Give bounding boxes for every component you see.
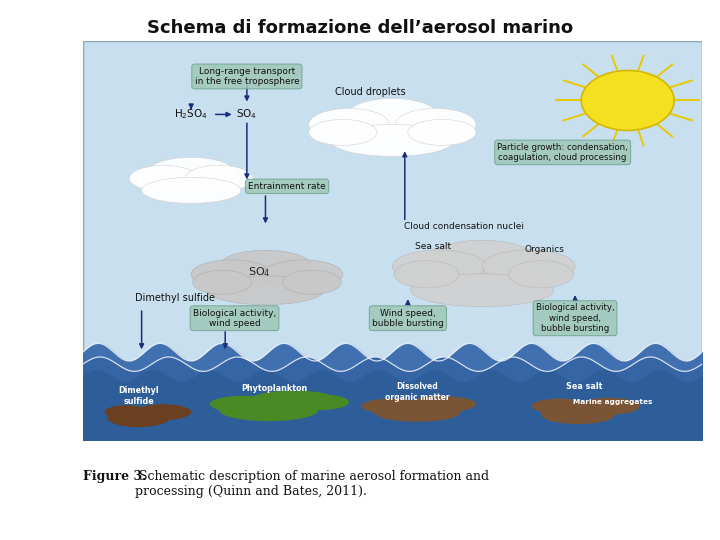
Text: Particle growth: condensation,
coagulation, cloud processing: Particle growth: condensation, coagulati… xyxy=(498,143,628,162)
Ellipse shape xyxy=(207,276,324,305)
Ellipse shape xyxy=(482,250,575,282)
Ellipse shape xyxy=(578,398,640,415)
Ellipse shape xyxy=(411,274,554,307)
Ellipse shape xyxy=(430,240,535,276)
Ellipse shape xyxy=(210,396,278,413)
Text: SO$_4$: SO$_4$ xyxy=(236,107,258,122)
Text: Organics: Organics xyxy=(524,245,564,254)
Ellipse shape xyxy=(219,251,312,282)
Ellipse shape xyxy=(361,399,423,414)
Text: H$_2$SO$_4$: H$_2$SO$_4$ xyxy=(174,107,208,122)
Ellipse shape xyxy=(541,404,616,424)
Text: Dimethyl sulfide: Dimethyl sulfide xyxy=(135,293,215,303)
Text: Marine aggregates: Marine aggregates xyxy=(572,399,652,405)
Text: Long-range transport
in the free troposphere: Long-range transport in the free troposp… xyxy=(194,67,300,86)
Text: Cloud droplets: Cloud droplets xyxy=(336,87,406,97)
FancyBboxPatch shape xyxy=(83,372,702,440)
Ellipse shape xyxy=(250,390,337,410)
Text: Phytoplankton: Phytoplankton xyxy=(242,383,308,393)
Ellipse shape xyxy=(262,260,343,289)
Ellipse shape xyxy=(309,119,377,145)
Ellipse shape xyxy=(374,402,461,422)
Text: Schematic description of marine aerosol formation and
processing (Quinn and Bate: Schematic description of marine aerosol … xyxy=(135,470,489,498)
Text: Entrainment rate: Entrainment rate xyxy=(248,182,326,191)
Text: Schema di formazione dell’aerosol marino: Schema di formazione dell’aerosol marino xyxy=(147,19,573,37)
Text: Wind speed,
bubble bursting: Wind speed, bubble bursting xyxy=(372,308,444,328)
FancyBboxPatch shape xyxy=(83,40,702,440)
Ellipse shape xyxy=(346,98,439,134)
Ellipse shape xyxy=(104,405,148,419)
Text: Biological activity,
wind speed,
bubble bursting: Biological activity, wind speed, bubble … xyxy=(536,303,614,333)
Text: SO$_4$: SO$_4$ xyxy=(248,265,271,279)
Text: Sea salt: Sea salt xyxy=(566,382,603,390)
Ellipse shape xyxy=(192,260,271,289)
Text: Figure 3.: Figure 3. xyxy=(83,470,146,483)
Circle shape xyxy=(581,70,674,130)
Ellipse shape xyxy=(309,109,390,140)
Ellipse shape xyxy=(508,261,574,288)
Ellipse shape xyxy=(130,165,197,191)
Ellipse shape xyxy=(142,177,240,204)
Ellipse shape xyxy=(282,270,341,294)
Ellipse shape xyxy=(287,394,349,410)
Ellipse shape xyxy=(408,119,476,145)
Ellipse shape xyxy=(148,157,235,187)
Ellipse shape xyxy=(193,270,251,294)
Text: Sea salt: Sea salt xyxy=(415,242,451,251)
Text: Biological activity,
wind speed: Biological activity, wind speed xyxy=(193,308,276,328)
Ellipse shape xyxy=(531,399,588,414)
Ellipse shape xyxy=(330,124,454,157)
Text: Cloud condensation nuclei: Cloud condensation nuclei xyxy=(404,222,523,231)
Ellipse shape xyxy=(408,396,476,412)
Text: Dimethyl
sulfide: Dimethyl sulfide xyxy=(118,387,159,406)
Text: Dissolved
organic matter: Dissolved organic matter xyxy=(385,382,449,402)
Ellipse shape xyxy=(392,250,485,282)
Ellipse shape xyxy=(185,165,253,191)
Ellipse shape xyxy=(219,399,318,421)
Ellipse shape xyxy=(135,404,192,420)
Ellipse shape xyxy=(394,261,459,288)
Ellipse shape xyxy=(395,109,476,140)
Ellipse shape xyxy=(107,409,169,427)
